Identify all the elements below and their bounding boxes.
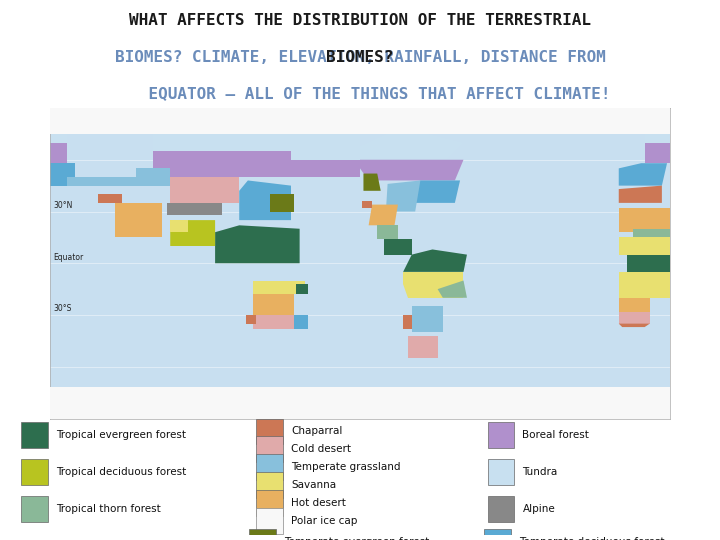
Polygon shape [618,323,649,327]
Polygon shape [170,220,187,232]
Polygon shape [170,220,215,246]
Polygon shape [361,201,372,208]
Polygon shape [618,298,649,312]
Polygon shape [618,238,705,255]
Text: WHAT AFFECTS THE DISTRIBUTION OF THE TERRESTRIAL: WHAT AFFECTS THE DISTRIBUTION OF THE TER… [129,13,591,28]
Polygon shape [403,315,412,329]
Polygon shape [618,163,667,186]
Polygon shape [246,315,256,323]
Polygon shape [618,312,649,323]
Bar [485,529,510,540]
Polygon shape [412,306,443,332]
Text: EQUATOR – ALL OF THE THINGS THAT AFFECT CLIMATE!: EQUATOR – ALL OF THE THINGS THAT AFFECT … [109,86,611,102]
Bar [249,529,276,540]
Text: 30°S: 30°S [53,304,71,313]
Bar [22,422,48,448]
Polygon shape [270,194,294,212]
Polygon shape [294,315,308,329]
Polygon shape [50,143,67,163]
Polygon shape [67,177,136,186]
Bar [488,496,514,522]
Polygon shape [291,151,360,160]
Text: BIOMES?: BIOMES? [326,50,394,65]
Polygon shape [364,173,381,191]
Text: Temperate deciduous forest: Temperate deciduous forest [519,537,665,540]
Bar [488,422,514,448]
Polygon shape [239,180,291,220]
Polygon shape [98,194,122,203]
Polygon shape [170,177,239,203]
Polygon shape [253,280,305,294]
Polygon shape [403,180,460,203]
Text: Hot desert: Hot desert [291,498,346,508]
Text: Equator: Equator [53,253,84,261]
Text: Chaparral: Chaparral [291,426,342,436]
Polygon shape [153,151,360,177]
Bar [22,496,48,522]
Text: Tropical thorn forest: Tropical thorn forest [56,504,161,514]
Text: Tundra: Tundra [523,467,558,477]
Polygon shape [296,284,308,294]
Bar [256,472,282,498]
Text: Tropical evergreen forest: Tropical evergreen forest [56,430,186,440]
Polygon shape [384,239,412,255]
Polygon shape [50,388,670,418]
Polygon shape [627,255,691,272]
Bar [256,436,282,462]
Text: Cold desert: Cold desert [291,444,351,454]
Polygon shape [369,205,398,225]
Polygon shape [50,163,76,186]
Polygon shape [618,208,720,232]
Polygon shape [408,336,438,358]
Polygon shape [50,108,670,134]
Polygon shape [253,294,294,315]
Polygon shape [438,280,467,298]
Polygon shape [153,134,360,151]
Polygon shape [215,225,300,263]
Bar [488,459,514,485]
Polygon shape [644,134,670,143]
Polygon shape [360,134,464,160]
Text: Savanna: Savanna [291,480,336,490]
Text: Polar ice cap: Polar ice cap [291,516,357,526]
Polygon shape [618,272,696,298]
Bar [256,418,282,444]
Text: Alpine: Alpine [523,504,555,514]
Polygon shape [136,168,170,186]
Polygon shape [360,160,464,180]
Polygon shape [50,134,67,143]
Polygon shape [253,315,294,329]
Polygon shape [403,272,464,298]
Bar [256,455,282,480]
Text: Temperate grassland: Temperate grassland [291,462,400,472]
Bar [256,509,282,534]
Text: Tropical deciduous forest: Tropical deciduous forest [56,467,186,477]
Polygon shape [618,186,662,203]
Text: BIOMES? CLIMATE, ELEVATION, RAINFALL, DISTANCE FROM: BIOMES? CLIMATE, ELEVATION, RAINFALL, DI… [114,50,606,65]
Polygon shape [633,229,705,238]
Text: Boreal forest: Boreal forest [523,430,589,440]
Text: Temperate evergreen forest: Temperate evergreen forest [284,537,429,540]
Polygon shape [167,203,222,215]
Polygon shape [403,249,467,272]
Bar [256,490,282,516]
Polygon shape [115,203,161,238]
Text: 30°N: 30°N [53,201,72,210]
Polygon shape [386,180,420,212]
Polygon shape [618,208,705,232]
Bar [22,459,48,485]
Polygon shape [644,143,670,163]
Polygon shape [377,225,398,239]
